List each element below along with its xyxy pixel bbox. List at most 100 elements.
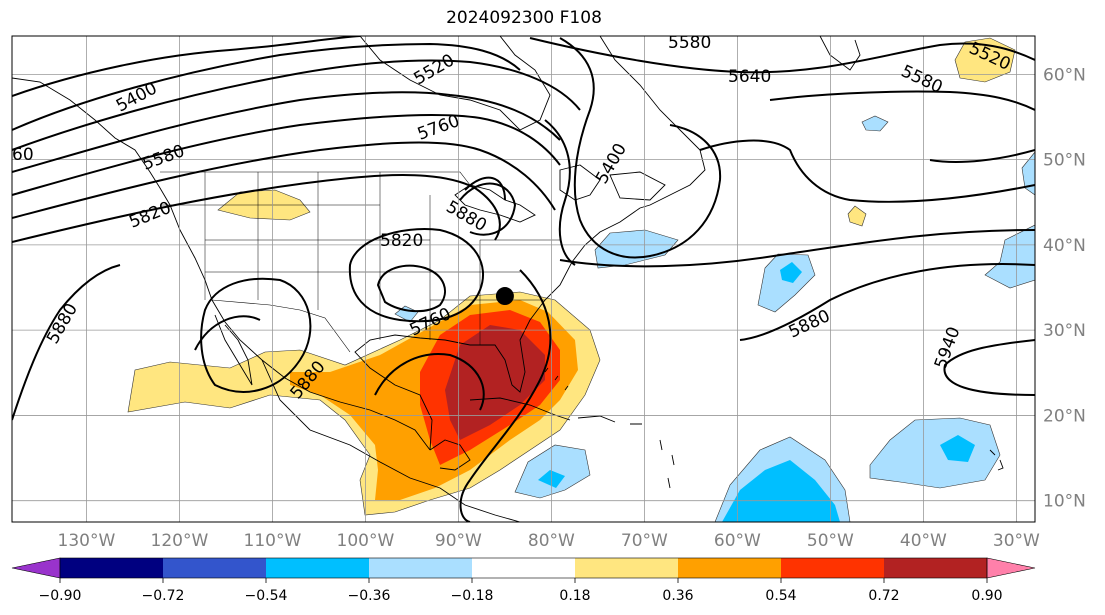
longitude-tick-label: 60°W (714, 531, 761, 551)
latitude-tick-label: 50°N (1043, 151, 1086, 171)
colorbar-segment (884, 558, 988, 578)
colorbar-segment (678, 558, 782, 578)
colorbar-segment (781, 558, 885, 578)
height-contour (544, 119, 576, 266)
longitude-tick-label: 100°W (337, 531, 395, 551)
height-contour (739, 263, 1035, 341)
map-frame (11, 35, 1036, 523)
coastline (429, 439, 471, 471)
latitude-tick-label: 20°N (1043, 406, 1086, 426)
latitude-labels: 10°N 20°N 30°N 40°N 50°N 60°N (1043, 65, 1086, 511)
contour-label: 5760 (415, 111, 462, 145)
anomaly-field (1021, 151, 1035, 196)
height-contour (459, 182, 517, 236)
contour-label: 5880 (443, 197, 490, 236)
map-title: 2024092300 F108 (446, 8, 602, 28)
coastline (469, 397, 571, 421)
longitude-tick-label: 110°W (244, 531, 302, 551)
contour-label: 5880 (43, 300, 82, 347)
height-contour (529, 37, 1035, 74)
latitude-tick-label: 10°N (1043, 492, 1086, 512)
height-contour (12, 36, 361, 97)
height-contour (12, 174, 501, 243)
colorbar-outline (59, 557, 988, 579)
colorbar-tick-label: 0.36 (662, 588, 693, 604)
location-marker (495, 287, 514, 306)
contour-label: 5820 (380, 231, 423, 251)
state-borders (160, 172, 560, 345)
coastline (359, 36, 551, 131)
height-contour (12, 141, 556, 219)
height-contour (12, 264, 121, 421)
height-contour (929, 149, 1035, 163)
longitude-tick-label: 30°W (993, 531, 1040, 551)
colorbar-tick-label: −0.36 (348, 588, 391, 604)
anomaly-field (940, 435, 975, 462)
coastline (577, 415, 642, 425)
longitude-tick-label: 70°W (621, 531, 668, 551)
coastline (559, 164, 601, 201)
border (211, 299, 351, 353)
colorbar-tick-label: −0.54 (245, 588, 288, 604)
coastline (599, 36, 706, 209)
contour-label: 5580 (140, 141, 187, 175)
colorbar-tick-label: −0.72 (142, 588, 185, 604)
anomaly-field (847, 205, 867, 227)
anomaly-field (780, 262, 802, 283)
colorbar-tick-label: 0.90 (971, 588, 1002, 604)
height-contour (200, 277, 312, 393)
contour-label: 5580 (668, 33, 711, 53)
anomaly-field (594, 229, 679, 269)
colorbar-tick-label: 0.54 (765, 588, 796, 604)
height-contour (194, 315, 261, 351)
height-contour (348, 228, 485, 323)
colorbar: −0.90 −0.72 −0.54 −0.36 −0.18 0.18 0.36 0.54 0.7… (11, 557, 1036, 604)
colorbar-tick-label: 0.18 (559, 588, 590, 604)
colorbar-segment (472, 558, 576, 578)
height-contour (943, 339, 1035, 396)
anomaly-field (722, 460, 840, 522)
longitude-tick-label: 120°W (151, 531, 209, 551)
latitude-tick-label: 60°N (1043, 65, 1086, 85)
colorbar-extension-low (11, 557, 61, 579)
colorbar-segment (163, 558, 267, 578)
height-contour (12, 59, 581, 151)
contour-label: 5820 (126, 198, 174, 233)
latitude-tick-label: 40°N (1043, 236, 1086, 256)
colorbar-tick-label: −0.90 (39, 588, 82, 604)
contour-label: 5400 (592, 140, 631, 187)
longitude-tick-label: 80°W (528, 531, 575, 551)
colorbar-segment (266, 558, 370, 578)
colorbar-tick-label: −0.18 (451, 588, 494, 604)
border (160, 171, 471, 186)
colorbar-tick-label: 0.72 (868, 588, 899, 604)
coastline (454, 184, 536, 223)
coastline (544, 367, 1004, 489)
height-contour (459, 269, 552, 522)
height-contour (376, 264, 446, 313)
height-contour (769, 90, 1035, 111)
coastline (609, 171, 666, 201)
height-contour (374, 353, 485, 411)
contour-label: 5520 (411, 50, 458, 89)
contour-label: 5640 (728, 67, 771, 87)
contour-label: 60 (12, 145, 34, 165)
anomaly-fields (127, 37, 1035, 522)
height-contour (464, 176, 506, 201)
longitude-tick-label: 40°W (900, 531, 947, 551)
colorbar-segment (575, 558, 679, 578)
colorbar-extension-high (986, 557, 1036, 579)
anomaly-field (861, 115, 889, 132)
anomaly-field (869, 417, 1001, 489)
coastline (261, 359, 521, 522)
longitude-labels: 130°W 120°W 110°W 100°W 90°W 80°W 70°W 60°W 50°W… (58, 531, 1041, 551)
contour-label: 5940 (931, 324, 965, 371)
height-contours (12, 36, 1035, 522)
anomaly-field (984, 224, 1035, 289)
coastline (819, 36, 861, 71)
longitude-tick-label: 90°W (435, 531, 482, 551)
anomaly-field (757, 253, 816, 313)
anomaly-field (445, 325, 545, 440)
height-contour (699, 139, 1035, 203)
